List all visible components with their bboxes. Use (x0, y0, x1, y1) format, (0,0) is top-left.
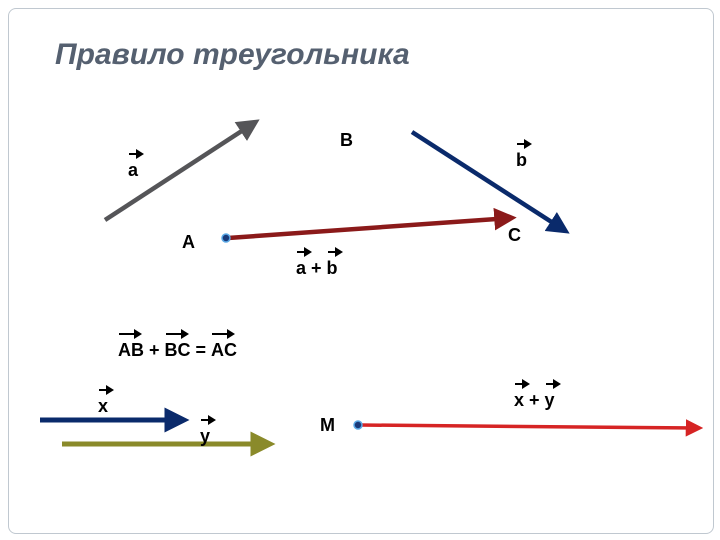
label-point-a: A (182, 232, 195, 253)
label-vector-xy: x + y (514, 390, 555, 411)
point-a (222, 234, 230, 242)
vector-ab (228, 218, 510, 238)
label-vector-y: y (200, 426, 210, 447)
vector-b (412, 132, 564, 230)
label-point-c: C (508, 225, 521, 246)
triangle-rule-equation: AB + BC = AC (118, 340, 237, 361)
label-vector-x: x (98, 396, 108, 417)
label-point-m: M (320, 415, 335, 436)
label-point-b: B (340, 130, 353, 151)
vector-xy (360, 425, 698, 428)
label-vector-b: b (516, 150, 527, 171)
label-vector-ab: a + b (296, 258, 338, 279)
vector-diagram (0, 0, 720, 540)
point-m (354, 421, 362, 429)
label-vector-a: a (128, 160, 138, 181)
